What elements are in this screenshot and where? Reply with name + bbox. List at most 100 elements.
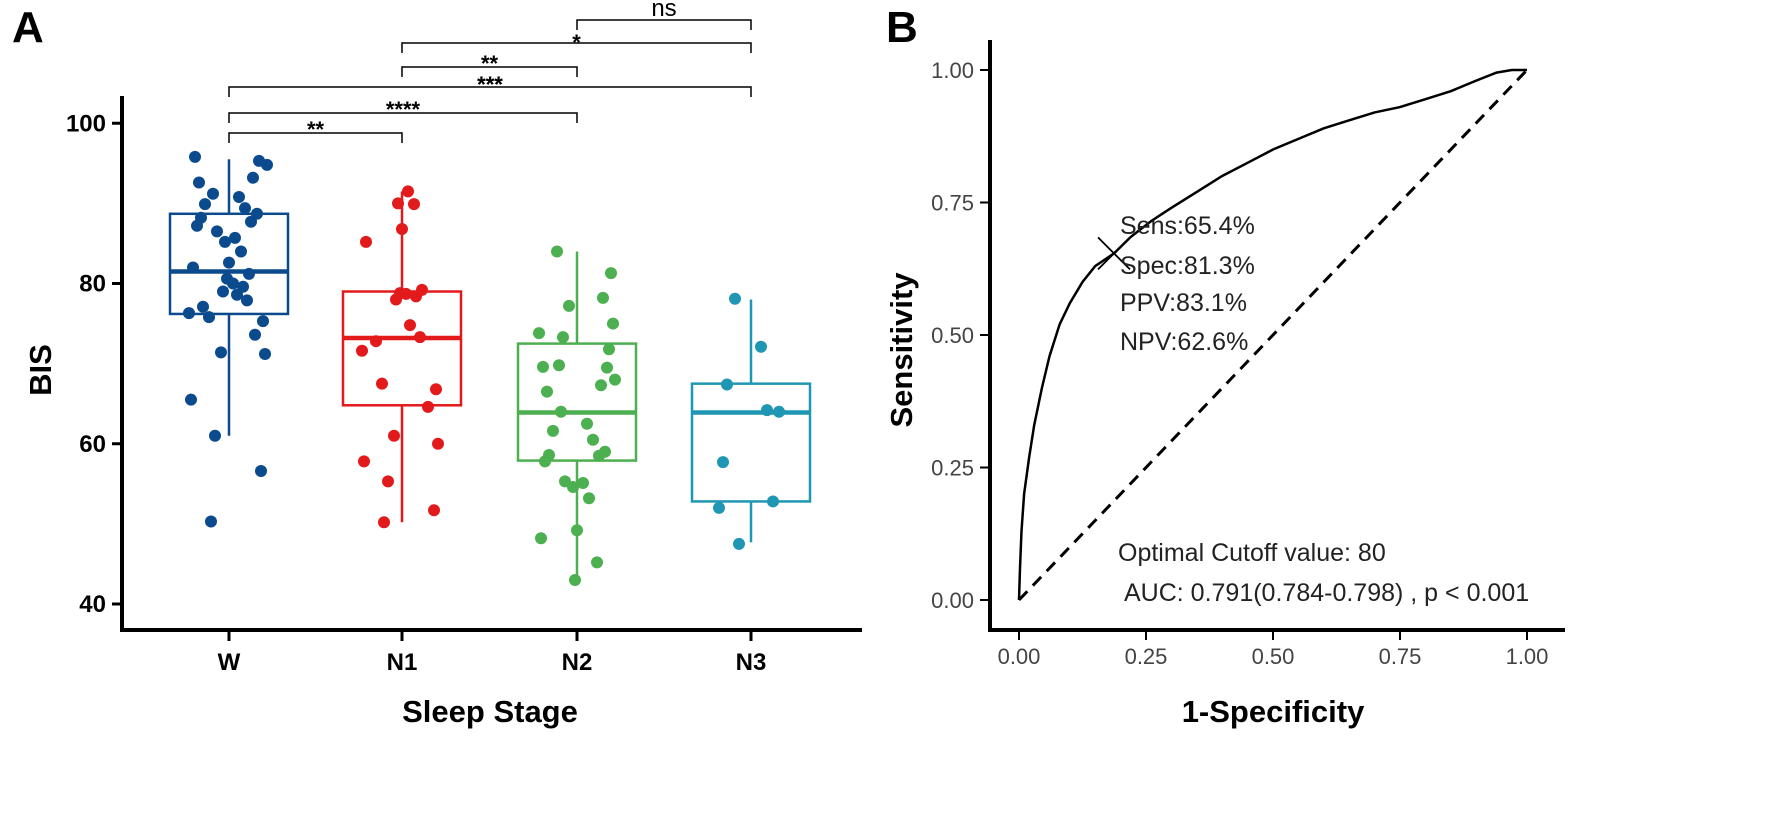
x-axis-title: Sleep Stage [402,694,578,729]
data-point [197,300,209,313]
data-point [229,231,241,244]
data-point [358,455,370,468]
data-point [376,377,388,390]
data-point [535,532,547,545]
data-point [390,293,402,306]
x-tick-label: W [218,649,241,676]
box-n3 [690,382,812,503]
roc-y-tick-label: 0.00 [931,588,974,613]
data-point [241,294,253,307]
data-point [605,267,617,280]
jitter-points [183,150,785,586]
data-point [227,277,239,290]
data-point [199,198,211,211]
data-point [593,449,605,462]
data-point [231,288,243,301]
data-point [185,393,197,406]
significance-label: *** [477,72,503,97]
boxes [168,159,812,580]
data-point [432,437,444,450]
data-point [360,235,372,248]
significance-label: **** [386,97,421,122]
data-point [259,348,271,361]
data-point [408,198,420,211]
data-point [595,379,607,392]
data-point [721,378,733,391]
roc-x-axis-title: 1-Specificity [1182,694,1365,729]
data-point [729,292,741,305]
y-tick-label: 80 [79,271,106,298]
data-point [382,475,394,488]
data-point [581,417,593,430]
data-point [189,150,201,163]
data-point [717,456,729,469]
reference-diagonal-line [1017,68,1529,602]
roc-y-tick-label: 0.75 [931,191,974,216]
data-point [773,405,785,418]
significance-bracket [401,66,578,77]
y-axis-title: BIS [23,344,58,396]
data-point [567,481,579,494]
data-point [239,202,251,215]
box-n2 [516,342,638,462]
data-point [553,359,565,372]
data-point [233,190,245,203]
significance-brackets: ns*************** [228,0,752,143]
significance-bracket [228,132,403,143]
data-point [370,335,382,348]
data-point [400,287,412,300]
data-point [603,343,615,356]
data-point [404,319,416,332]
data-point [215,346,227,359]
data-point [587,433,599,446]
data-point [402,185,414,198]
significance-bracket [401,42,752,53]
data-point [257,315,269,328]
roc-x-tick-label: 0.00 [998,644,1041,669]
roc-y-ticks: 0.00 0.25 0.50 0.75 1.00 [931,58,990,613]
spec-annotation: Spec:81.3% [1120,252,1255,280]
roc-x-ticks: 0.00 0.25 0.50 0.75 1.00 [998,630,1548,669]
data-point [733,537,745,550]
significance-bracket [576,19,752,30]
data-point [755,340,767,353]
data-point [187,261,199,274]
data-point [207,187,219,200]
roc-y-tick-label: 0.25 [931,456,974,481]
data-point [378,516,390,529]
data-point [569,573,581,586]
data-point [571,524,583,537]
data-point [551,245,563,258]
data-point [767,495,779,508]
data-point [609,373,621,386]
data-point [219,235,231,248]
data-point [392,197,404,210]
box-w [168,212,290,316]
data-point [396,223,408,236]
data-point [356,344,368,357]
significance-label: ** [481,51,499,76]
data-point [255,464,267,477]
significance-bracket [228,112,578,123]
data-point [601,361,613,374]
data-point [713,501,725,514]
data-point [249,328,261,341]
data-point [761,404,773,417]
data-point [537,360,549,373]
significance-label: *** [477,72,503,97]
roc-x-tick-label: 0.25 [1125,644,1168,669]
optimal-point-marker [1097,236,1131,271]
data-point [597,291,609,304]
data-point [547,424,559,437]
data-point [223,256,235,269]
x-tick-label: N3 [736,649,767,676]
data-point [247,171,259,184]
data-point [183,307,195,320]
significance-label: * [572,30,581,55]
data-point [428,504,440,517]
data-point [541,385,553,398]
data-point [205,515,217,528]
data-point [607,317,619,330]
